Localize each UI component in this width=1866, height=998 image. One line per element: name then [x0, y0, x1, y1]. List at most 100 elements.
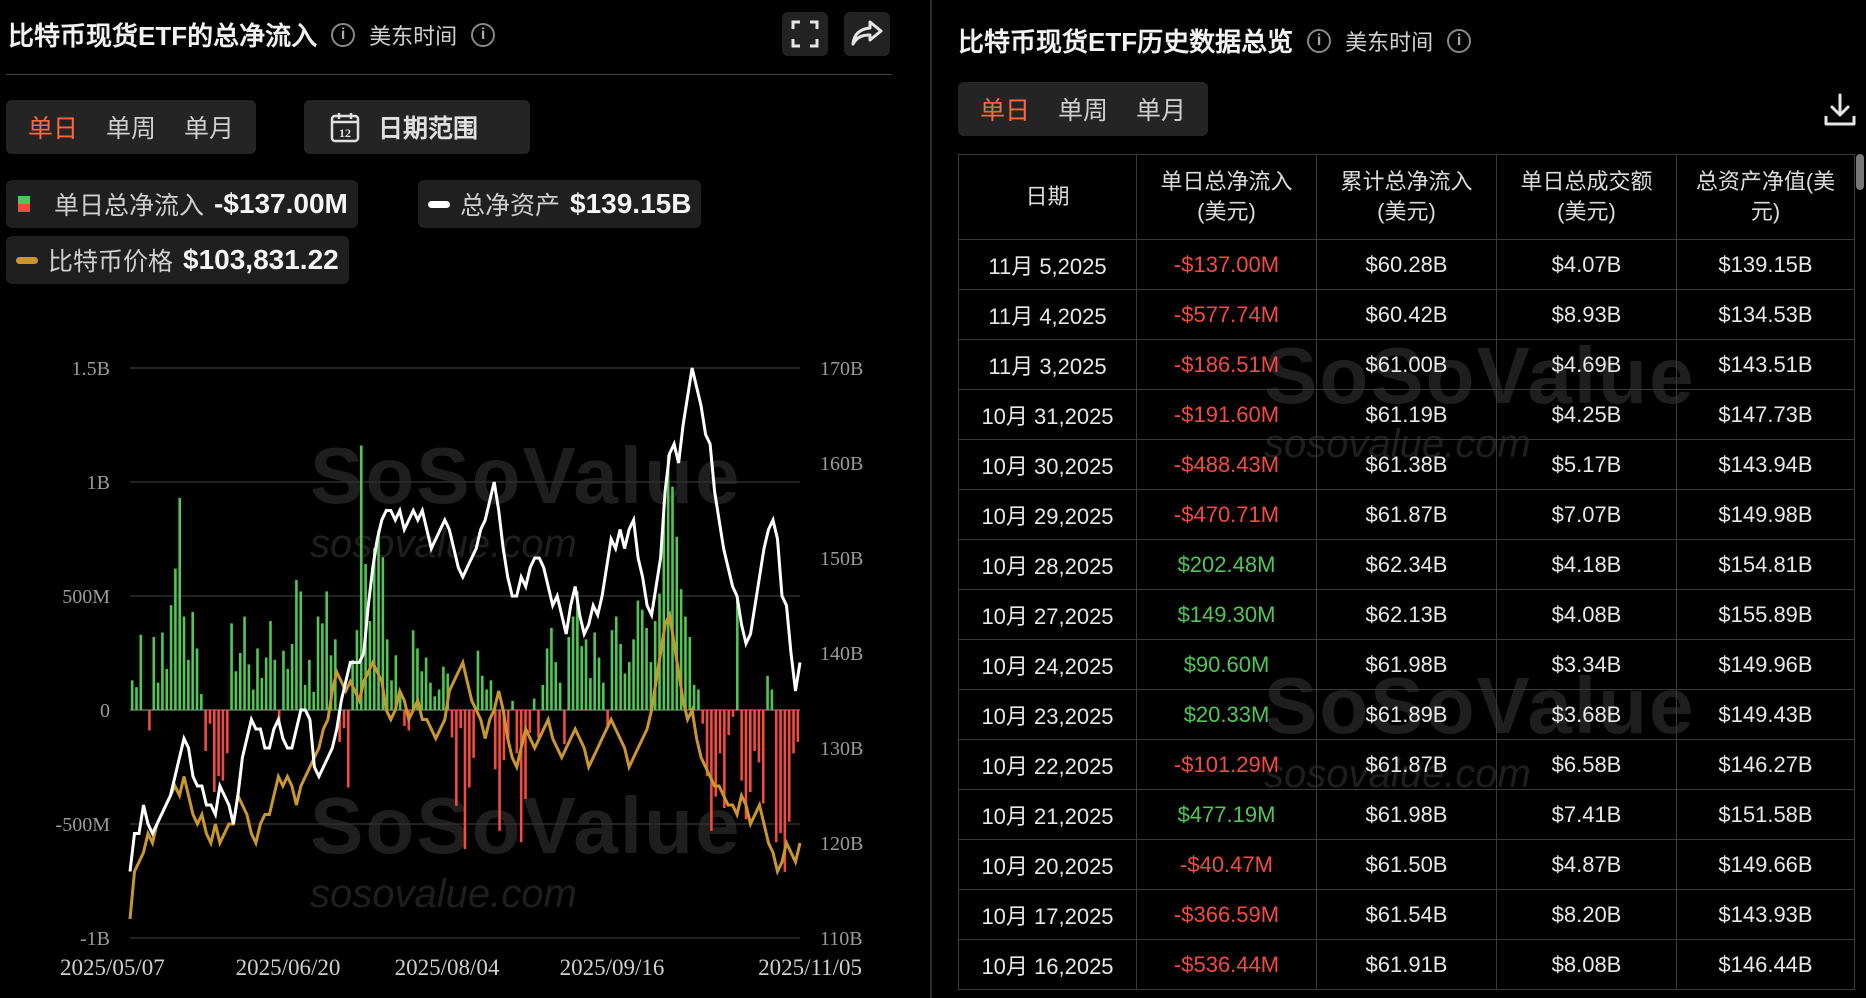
table-row[interactable]: 10月 23,2025 $20.33M $61.89B $3.68B $149.43B: [958, 689, 1855, 740]
inflow-bar: [208, 710, 212, 724]
left-tick-label: -500M: [56, 814, 111, 836]
x-tick-label: 2025/09/16: [560, 955, 665, 980]
cell-cumulative: $61.98B: [1316, 789, 1497, 840]
x-tick-label: 2025/05/07: [60, 955, 165, 980]
tab-weekly[interactable]: 单周: [1058, 97, 1109, 125]
col-nav[interactable]: 总资产净值(美 元): [1676, 154, 1855, 240]
cell-nav: $147.73B: [1676, 389, 1855, 440]
tab-monthly[interactable]: 单月: [184, 115, 235, 143]
tab-daily[interactable]: 单日: [28, 115, 79, 143]
timezone-info-icon[interactable]: i: [471, 22, 496, 47]
col-volume[interactable]: 单日总成交额 (美元): [1496, 154, 1677, 240]
inflow-bar: [290, 643, 294, 710]
tab-monthly[interactable]: 单月: [1136, 97, 1187, 125]
table-row[interactable]: 10月 29,2025 -$470.71M $61.87B $7.07B $149.98…: [958, 489, 1855, 540]
inflow-bar: [606, 710, 609, 729]
inflow-bar: [792, 710, 795, 754]
inflow-bar: [627, 662, 631, 710]
header-divider: [6, 74, 892, 75]
timezone-info-icon[interactable]: i: [1447, 28, 1472, 53]
inflow-bar: [580, 646, 584, 710]
inflow-bar: [502, 710, 506, 761]
inflow-bar: [684, 616, 687, 710]
col-cumulative[interactable]: 累计总净流入 (美元): [1316, 154, 1497, 240]
inflow-bar: [243, 616, 246, 710]
inflow-bar: [372, 548, 376, 710]
cell-volume: $4.08B: [1496, 589, 1677, 640]
inflow-bar: [148, 710, 151, 731]
col-date[interactable]: 日期: [958, 154, 1137, 240]
legend-net-inflow[interactable]: 单日总净流入 -$137.00M: [6, 180, 358, 228]
col-net-inflow[interactable]: 单日总净流入 (美元): [1136, 154, 1317, 240]
inflow-bar: [230, 623, 233, 710]
calendar-day: 12: [339, 126, 351, 140]
cell-net-inflow: -$186.51M: [1136, 339, 1317, 390]
cell-cumulative: $61.50B: [1316, 839, 1497, 890]
cell-cumulative: $60.42B: [1316, 289, 1497, 340]
legend-btc-price-value: $103,831.22: [183, 244, 339, 275]
inflow-bar: [485, 689, 488, 710]
inflow-bar: [385, 639, 389, 710]
tab-weekly[interactable]: 单周: [106, 115, 157, 143]
legend-net-assets[interactable]: 总净资产 $139.15B: [418, 180, 702, 228]
inflow-bar: [398, 691, 402, 710]
cell-volume: $4.18B: [1496, 539, 1677, 590]
fullscreen-button[interactable]: [782, 12, 828, 56]
inflow-bar: [359, 445, 363, 710]
cell-date: 10月 16,2025: [958, 939, 1137, 990]
right-tick-label: 140B: [820, 643, 863, 665]
table-row[interactable]: 10月 27,2025 $149.30M $62.13B $4.08B $155.89B: [958, 589, 1855, 640]
cell-volume: $6.58B: [1496, 739, 1677, 790]
left-tick-label: -1B: [80, 928, 110, 950]
cell-nav: $143.94B: [1676, 439, 1855, 490]
cell-net-inflow: -$488.43M: [1136, 439, 1317, 490]
inflow-bar: [476, 650, 480, 710]
table-row[interactable]: 11月 4,2025 -$577.74M $60.42B $8.93B $134.53B: [958, 289, 1855, 340]
inflow-bar: [597, 657, 601, 710]
right-tick-label: 160B: [820, 453, 863, 475]
cell-net-inflow: $149.30M: [1136, 589, 1317, 640]
inflow-bar: [161, 632, 164, 710]
date-range-button[interactable]: 12 日期范围: [304, 100, 530, 154]
table-row[interactable]: 10月 22,2025 -$101.29M $61.87B $6.58B $146.27…: [958, 739, 1855, 790]
net-inflow-panel: 比特币现货ETF的总净流入 i 美东时间 i 单日 单周 单月 12 日期范围: [0, 0, 930, 998]
green-red-swatch-icon: [18, 196, 30, 212]
left-timezone: 美东时间: [369, 23, 458, 49]
info-icon[interactable]: i: [1307, 28, 1332, 53]
fullscreen-icon: [791, 20, 819, 48]
inflow-bar: [299, 591, 303, 710]
info-icon[interactable]: i: [331, 22, 356, 47]
legend-btc-price[interactable]: 比特币价格 $103,831.22: [6, 236, 349, 284]
table-row[interactable]: 11月 5,2025 -$137.00M $60.28B $4.07B $139.15B: [958, 239, 1855, 290]
inflow-bar: [701, 710, 705, 724]
inflow-bar: [273, 659, 277, 710]
inflow-bar: [338, 710, 341, 742]
legend-btc-price-label: 比特币价格: [48, 248, 174, 276]
download-icon[interactable]: [1822, 92, 1858, 128]
gold-line-swatch-icon: [16, 256, 38, 264]
table-row[interactable]: 10月 31,2025 -$191.60M $61.19B $4.25B $147.73…: [958, 389, 1855, 440]
cell-net-inflow: -$366.59M: [1136, 889, 1317, 940]
table-row[interactable]: 10月 30,2025 -$488.43M $61.38B $5.17B $143.94…: [958, 439, 1855, 490]
right-tick-label: 170B: [820, 358, 863, 380]
table-row[interactable]: 10月 21,2025 $477.19M $61.98B $7.41B $151.58B: [958, 789, 1855, 840]
inflow-bar: [563, 710, 566, 745]
table-scrollbar[interactable]: [1856, 154, 1864, 190]
table-row[interactable]: 10月 28,2025 $202.48M $62.34B $4.18B $154.81B: [958, 539, 1855, 590]
table-row[interactable]: 10月 16,2025 -$536.44M $61.91B $8.08B $146.44…: [958, 939, 1855, 990]
inflow-bar: [688, 637, 692, 710]
left-tick-label: 0: [100, 700, 110, 722]
table-row[interactable]: 11月 3,2025 -$186.51M $61.00B $4.69B $143.51B: [958, 339, 1855, 390]
inflow-bar: [705, 710, 709, 777]
legend-net-inflow-value: -$137.00M: [214, 188, 348, 219]
table-row[interactable]: 10月 24,2025 $90.60M $61.98B $3.34B $149.96B: [958, 639, 1855, 690]
share-button[interactable]: [844, 12, 890, 56]
cell-nav: $143.93B: [1676, 889, 1855, 940]
tab-daily[interactable]: 单日: [980, 97, 1031, 125]
cell-date: 10月 22,2025: [958, 739, 1137, 790]
inflow-bar: [645, 627, 648, 710]
table-row[interactable]: 10月 20,2025 -$40.47M $61.50B $4.87B $149.66B: [958, 839, 1855, 890]
inflow-bar: [251, 689, 255, 710]
inflow-bar: [450, 710, 454, 738]
table-row[interactable]: 10月 17,2025 -$366.59M $61.54B $8.20B $143.93…: [958, 889, 1855, 940]
